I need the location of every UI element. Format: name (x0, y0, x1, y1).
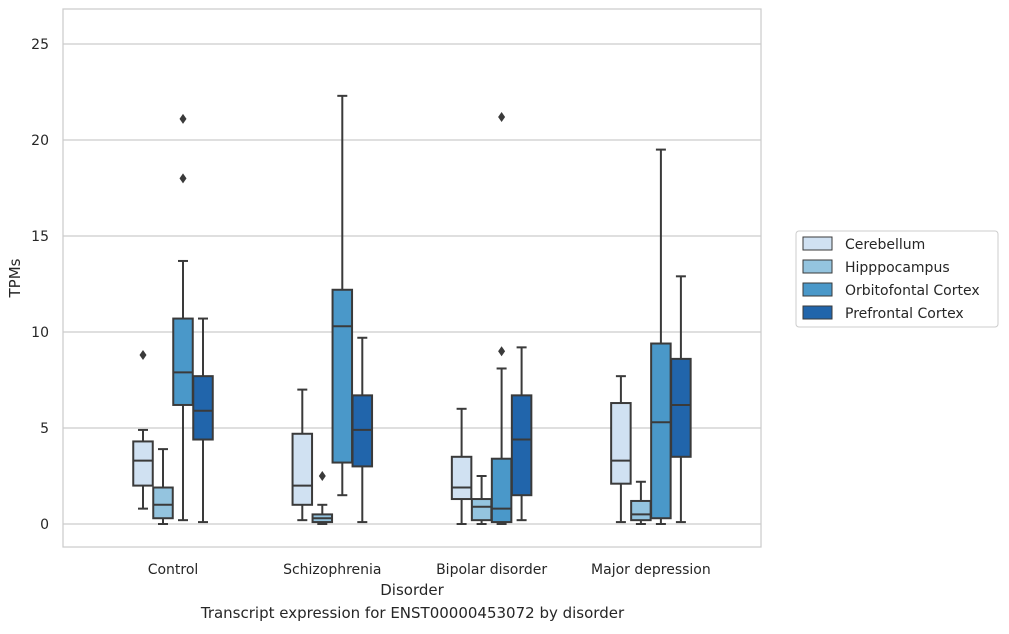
outlier-point (498, 346, 506, 357)
box-1-2 (470, 475, 493, 525)
legend: Cerebellum Hipppocampus Orbitofontal Corte… (795, 230, 999, 328)
box-body (450, 455, 473, 501)
plot-background (63, 9, 761, 547)
x-tick-label: Control (148, 562, 199, 578)
legend-swatch (802, 305, 833, 320)
box-1-1 (311, 471, 334, 525)
y-tick-label: 0 (40, 517, 49, 533)
y-axis-label: TPMs (6, 258, 24, 298)
x-tick-label: Schizophrenia (283, 562, 381, 578)
y-tick-label: 5 (40, 421, 49, 437)
box-3-3 (670, 275, 692, 524)
plot-frame (62, 8, 762, 548)
box-0-0 (132, 350, 154, 510)
legend-label: Prefrontal Cortex (845, 306, 964, 322)
x-tick-labels: Control Schizophrenia Bipolar disorder Majo… (148, 562, 711, 578)
box-body (610, 402, 632, 485)
box-0-3 (610, 375, 632, 524)
x-tick-label: Major depression (591, 562, 711, 578)
box-body (470, 498, 493, 522)
box-2-1 (331, 94, 354, 497)
box-body (152, 486, 174, 520)
outlier-point (318, 471, 326, 481)
legend-label: Hipppocampus (845, 260, 950, 276)
legend-swatch (802, 282, 833, 297)
outlier-point (498, 111, 506, 122)
legend-swatch (802, 236, 833, 251)
box-2-0 (172, 113, 194, 522)
figure-caption: Transcript expression for ENST0000045307… (200, 604, 625, 622)
x-tick-label: Bipolar disorder (436, 562, 547, 578)
outlier-point (179, 113, 187, 124)
box-body (630, 499, 652, 522)
boxes (132, 94, 692, 525)
x-axis-label: Disorder (380, 581, 444, 599)
legend-swatch (802, 259, 833, 274)
legend-label: Cerebellum (845, 237, 925, 253)
box-body (650, 342, 672, 520)
box-0-1 (291, 388, 314, 522)
box-3-1 (351, 336, 374, 524)
box-body (132, 440, 154, 487)
box-3-2 (510, 346, 533, 522)
box-3-0 (192, 317, 214, 524)
y-tick-label: 25 (31, 37, 49, 53)
box-body (510, 394, 533, 497)
y-tick-label: 10 (31, 325, 49, 341)
y-tick-label: 20 (31, 133, 49, 149)
box-body (172, 317, 194, 406)
box-body (192, 375, 214, 441)
legend-label: Orbitofontal Cortex (845, 283, 980, 299)
box-1-0 (152, 448, 174, 525)
outlier-point (139, 350, 147, 361)
box-body (670, 357, 692, 458)
box-0-2 (450, 407, 473, 525)
outlier-point (179, 173, 187, 184)
box-body (490, 457, 513, 524)
box-body (291, 432, 314, 506)
legend-frame (795, 230, 999, 328)
box-body (331, 288, 354, 464)
y-tick-label: 15 (31, 229, 49, 245)
y-tick-labels: 0 5 10 15 20 25 (31, 37, 49, 533)
